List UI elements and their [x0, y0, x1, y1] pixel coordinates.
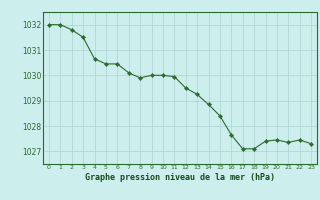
X-axis label: Graphe pression niveau de la mer (hPa): Graphe pression niveau de la mer (hPa) [85, 173, 275, 182]
